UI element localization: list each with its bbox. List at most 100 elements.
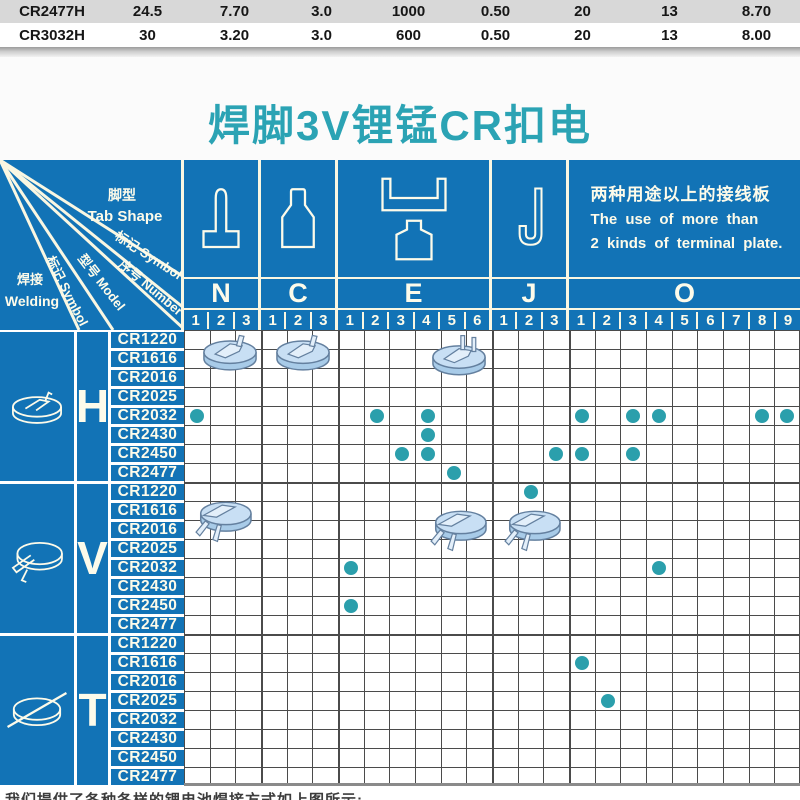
availability-dot bbox=[369, 408, 384, 423]
model-cell-V-CR2025: CR2025 bbox=[111, 540, 184, 557]
spec-value-cell: 13 bbox=[661, 26, 678, 44]
availability-dot bbox=[600, 693, 615, 708]
model-cell-T-CR2016: CR2016 bbox=[111, 673, 184, 690]
availability-dot bbox=[420, 408, 435, 423]
battery-illustration bbox=[427, 331, 491, 385]
model-cell-V-CR2450: CR2450 bbox=[111, 597, 184, 614]
number-cell: 3 bbox=[389, 311, 415, 329]
grid-hline bbox=[184, 615, 800, 616]
model-cell-H-CR2477: CR2477 bbox=[111, 464, 184, 481]
tab-shape-E bbox=[338, 160, 492, 277]
availability-dot bbox=[626, 446, 641, 461]
availability-dot bbox=[574, 655, 589, 670]
availability-dot bbox=[343, 598, 358, 613]
model-cell-V-CR2430: CR2430 bbox=[111, 578, 184, 595]
model-cell-T-CR2477: CR2477 bbox=[111, 768, 184, 785]
battery-illustration bbox=[427, 502, 491, 556]
symbol-letter: O bbox=[673, 278, 695, 308]
corner-tab-shape-cn: 脚型 bbox=[108, 187, 136, 203]
number-cell: 9 bbox=[783, 311, 793, 329]
number-cell: 1 bbox=[261, 311, 287, 329]
grid-hline bbox=[184, 406, 800, 407]
availability-matrix bbox=[184, 330, 800, 786]
grid-hline bbox=[184, 577, 800, 578]
grid-hline bbox=[184, 330, 800, 331]
spec-value-cell: 600 bbox=[395, 26, 422, 44]
availability-dot bbox=[523, 484, 538, 499]
welding-cell-T bbox=[0, 635, 74, 785]
grid-hline bbox=[184, 767, 800, 768]
grid-hline bbox=[184, 482, 800, 484]
spec-value-cell: 7.70 bbox=[219, 2, 250, 20]
model-cell-T-CR2430: CR2430 bbox=[111, 730, 184, 747]
terminal-note-en2: 2 kinds of terminal plate. bbox=[590, 234, 783, 252]
spec-value-cell: 3.0 bbox=[311, 26, 332, 44]
symbol-cell-section-V: V bbox=[77, 483, 108, 633]
spec-value-cell: 1000 bbox=[391, 2, 426, 20]
corner-tab-shape-en: Tab Shape bbox=[88, 208, 163, 225]
model-cell-T-CR1220: CR1220 bbox=[111, 635, 184, 652]
grid-hline bbox=[184, 691, 800, 692]
symbol-cell-E: E bbox=[338, 279, 492, 308]
corner-welding-cn: 焊接 bbox=[17, 272, 43, 287]
symbol-cell-O: O bbox=[569, 279, 800, 308]
model-cell-V-CR1616: CR1616 bbox=[111, 502, 184, 519]
corner-header: 脚型 Tab Shape 标记 Symbol 序号 Number 型号 Mode… bbox=[0, 160, 184, 330]
weld-h-icon bbox=[4, 378, 70, 434]
availability-dot bbox=[189, 408, 204, 423]
grid-hline bbox=[184, 463, 800, 464]
availability-dot bbox=[651, 560, 666, 575]
grid-hline bbox=[184, 520, 800, 521]
tab-shape-O: 两种用途以上的接线板 The use of more than 2 kinds of… bbox=[569, 160, 800, 277]
symbol-cell-J: J bbox=[492, 279, 569, 308]
weld-t-icon bbox=[4, 682, 70, 738]
model-cell-T-CR2032: CR2032 bbox=[111, 711, 184, 728]
availability-dot bbox=[420, 427, 435, 442]
number-cell: 4 bbox=[415, 311, 440, 329]
model-cell-H-CR1616: CR1616 bbox=[111, 350, 184, 367]
spec-value-cell: 20 bbox=[574, 2, 591, 20]
tab-j-icon bbox=[504, 179, 554, 259]
title-background bbox=[0, 57, 800, 160]
spec-value-cell: 0.50 bbox=[480, 2, 511, 20]
symbol-cell-C: C bbox=[261, 279, 338, 308]
number-cell: 1 bbox=[569, 311, 595, 329]
model-cell-H-CR2016: CR2016 bbox=[111, 369, 184, 386]
tab-e-icon bbox=[358, 173, 470, 265]
model-cell-H-CR2025: CR2025 bbox=[111, 388, 184, 405]
symbol-cell-section-H: H bbox=[76, 331, 109, 481]
grid-hline bbox=[184, 634, 800, 636]
model-cell-H-CR2430: CR2430 bbox=[111, 426, 184, 443]
column-headers: 两种用途以上的接线板 The use of more than 2 kinds of… bbox=[184, 160, 800, 330]
battery-illustration bbox=[501, 502, 565, 556]
corner-welding-en: Welding bbox=[5, 293, 59, 309]
spec-table: CR2477H 24.5 7.70 3.0 1000 0.50 20 13 8.70 CR3032… bbox=[0, 0, 800, 47]
terminal-note-en1: The use of more than bbox=[590, 211, 759, 229]
model-cell-H-CR1220: CR1220 bbox=[111, 331, 184, 348]
spec-value-cell: 3.20 bbox=[219, 26, 250, 44]
model-cell-V-CR2032: CR2032 bbox=[111, 559, 184, 576]
number-cell: 3 bbox=[242, 311, 251, 329]
symbol-letter: E bbox=[404, 278, 423, 308]
availability-dot bbox=[754, 408, 769, 423]
battery-illustration bbox=[198, 328, 262, 382]
battery-illustration bbox=[271, 328, 335, 382]
spec-model-cell: CR2477H bbox=[19, 2, 85, 20]
spec-value-cell: 30 bbox=[139, 26, 156, 44]
spec-value-cell: 24.5 bbox=[132, 2, 163, 20]
availability-dot bbox=[446, 465, 461, 480]
grid-hline bbox=[184, 368, 800, 369]
footer-note: 我们提供了各种各样的锂电池焊接方式如上图所示: bbox=[5, 789, 363, 800]
grid-hline bbox=[184, 748, 800, 749]
tab-n-icon bbox=[193, 182, 249, 256]
section-divider bbox=[0, 47, 800, 57]
spec-value-cell: 3.0 bbox=[311, 2, 332, 20]
grid-hline bbox=[184, 710, 800, 711]
number-cell: 3 bbox=[621, 311, 647, 329]
grid-hline bbox=[184, 653, 800, 654]
model-cell-T-CR2025: CR2025 bbox=[111, 692, 184, 709]
grid-hline bbox=[184, 539, 800, 540]
symbol-cell-N: N bbox=[184, 279, 261, 308]
